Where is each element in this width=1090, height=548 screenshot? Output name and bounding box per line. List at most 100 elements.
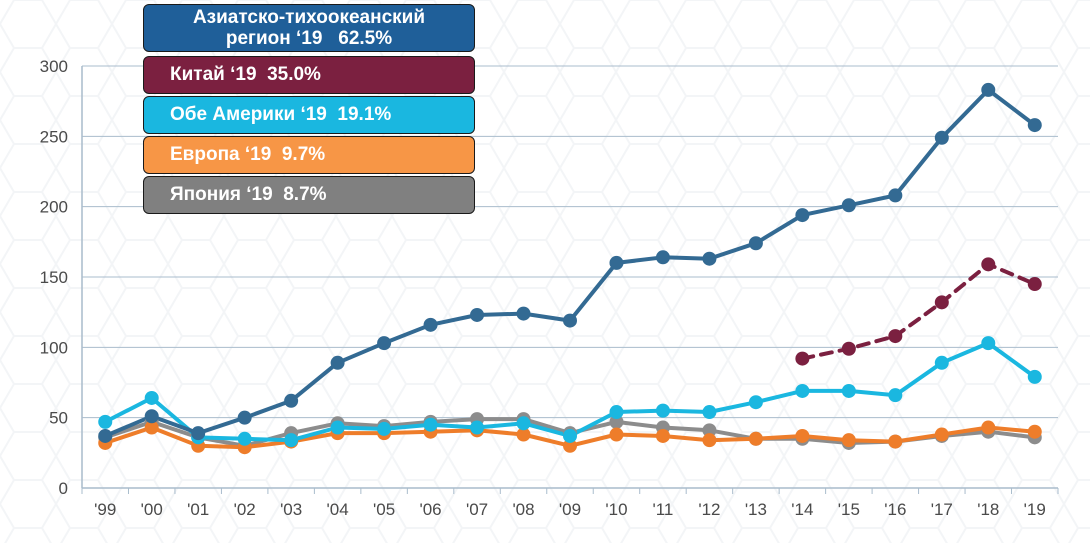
x-tick-label: '09 — [559, 500, 581, 519]
y-tick-label: 200 — [40, 198, 68, 217]
data-point-europe — [888, 434, 903, 449]
y-tick-label: 0 — [59, 479, 68, 498]
data-point-americas — [423, 417, 438, 432]
data-point-asia-pacific — [98, 428, 113, 443]
x-tick-label: '06 — [419, 500, 441, 519]
data-point-europe — [748, 431, 763, 446]
x-tick-label: '14 — [791, 500, 813, 519]
data-point-china — [795, 351, 810, 366]
data-point-americas — [377, 421, 392, 436]
data-point-asia-pacific — [795, 208, 810, 223]
x-tick-label: '04 — [327, 500, 349, 519]
axes — [81, 66, 1059, 494]
data-point-americas — [702, 405, 717, 420]
data-point-americas — [748, 395, 763, 410]
legend-entry-japan: Япония ‘19 8.7% — [143, 176, 475, 214]
y-tick-label: 300 — [40, 57, 68, 76]
data-point-china — [934, 295, 949, 310]
x-tick-label: '19 — [1024, 500, 1046, 519]
data-point-asia-pacific — [423, 317, 438, 332]
legend-label-line: Европа ‘19 9.7% — [170, 144, 326, 165]
data-point-americas — [841, 383, 856, 398]
x-tick-label: '00 — [141, 500, 163, 519]
data-point-asia-pacific — [237, 410, 252, 425]
data-point-asia-pacific — [888, 188, 903, 203]
legend-label-line: Китай ‘19 35.0% — [170, 64, 321, 85]
legend-entry-europe: Европа ‘19 9.7% — [143, 136, 475, 174]
y-tick-label: 50 — [49, 409, 68, 428]
x-tick-label: '99 — [94, 500, 116, 519]
data-point-asia-pacific — [284, 393, 299, 408]
data-point-europe — [516, 427, 531, 442]
x-tick-label: '17 — [931, 500, 953, 519]
data-point-americas — [98, 414, 113, 429]
data-point-americas — [330, 420, 345, 435]
data-point-asia-pacific — [377, 336, 392, 351]
data-point-asia-pacific — [470, 307, 485, 322]
data-point-europe — [144, 420, 159, 435]
legend-entry-asia-pacific: Азиатско-тихоокеанский регион ‘19 62.5% — [143, 4, 475, 52]
data-point-europe — [1027, 424, 1042, 439]
x-tick-label: '12 — [698, 500, 720, 519]
x-tick-label: '18 — [977, 500, 999, 519]
data-point-china — [981, 257, 996, 272]
x-tick-label: '01 — [187, 500, 209, 519]
legend-label-line: Азиатско-тихоокеанский — [192, 7, 426, 28]
data-point-asia-pacific — [330, 355, 345, 370]
data-point-americas — [470, 420, 485, 435]
legend-entry-china: Китай ‘19 35.0% — [143, 56, 475, 94]
y-tick-label: 150 — [40, 268, 68, 287]
data-point-europe — [795, 428, 810, 443]
x-tick-label: '05 — [373, 500, 395, 519]
legend-label-line: Обе Америки ‘19 19.1% — [170, 104, 392, 125]
x-tick-label: '08 — [512, 500, 534, 519]
x-tick-label: '15 — [838, 500, 860, 519]
data-point-asia-pacific — [1027, 118, 1042, 133]
y-tick-label: 250 — [40, 127, 68, 146]
data-point-americas — [655, 403, 670, 418]
data-point-americas — [563, 428, 577, 443]
data-point-americas — [934, 355, 949, 370]
data-point-europe — [702, 433, 717, 448]
series-line-china — [800, 262, 1037, 361]
data-point-americas — [516, 416, 531, 431]
data-point-japan — [702, 423, 717, 438]
x-tick-label: '07 — [466, 500, 488, 519]
legend-entry-americas: Обе Америки ‘19 19.1% — [143, 96, 475, 134]
data-point-asia-pacific — [609, 255, 624, 270]
data-point-asia-pacific — [516, 306, 531, 321]
data-point-europe — [655, 428, 670, 443]
data-point-asia-pacific — [563, 313, 577, 328]
data-point-japan — [609, 414, 624, 429]
data-point-asia-pacific — [748, 236, 763, 251]
data-point-europe — [609, 427, 624, 442]
data-point-americas — [237, 431, 252, 446]
x-tick-label: '13 — [745, 500, 767, 519]
data-point-americas — [609, 405, 624, 420]
legend-label-line: Япония ‘19 8.7% — [170, 184, 327, 205]
data-point-china — [888, 329, 903, 344]
data-point-americas — [284, 433, 299, 448]
x-tick-label: '16 — [884, 500, 906, 519]
data-point-asia-pacific — [934, 130, 949, 145]
data-point-americas — [981, 336, 996, 351]
x-tick-label: '03 — [280, 500, 302, 519]
x-tick-label: '10 — [605, 500, 627, 519]
data-point-europe — [841, 433, 856, 448]
data-point-asia-pacific — [981, 82, 996, 97]
data-point-americas — [888, 388, 903, 403]
data-point-asia-pacific — [655, 250, 670, 265]
data-point-europe — [981, 420, 996, 435]
data-point-asia-pacific — [191, 426, 206, 441]
data-point-china — [1027, 277, 1042, 292]
x-tick-label: '11 — [652, 500, 673, 519]
data-point-china — [841, 341, 856, 356]
data-point-americas — [144, 390, 159, 405]
legend-label-line: регион ‘19 62.5% — [225, 28, 393, 49]
data-point-americas — [1027, 369, 1042, 384]
data-point-europe — [934, 427, 949, 442]
data-point-asia-pacific — [702, 251, 717, 266]
y-tick-label: 100 — [40, 338, 68, 357]
data-point-europe — [563, 438, 577, 453]
